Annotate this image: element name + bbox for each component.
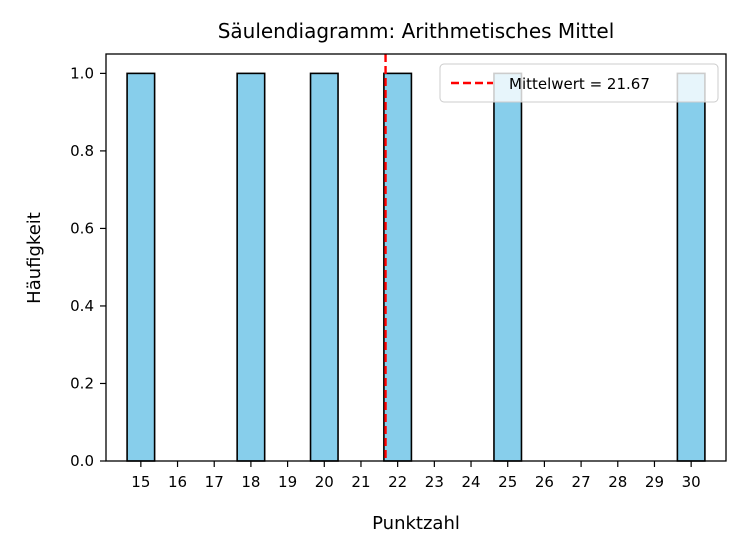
x-axis-title: Punktzahl [372, 513, 460, 534]
x-tick-label-15: 15 [131, 473, 150, 491]
legend: Mittelwert = 21.67 [439, 63, 719, 103]
bars-layer [126, 72, 706, 462]
x-tick-label-30: 30 [682, 473, 701, 491]
x-tick-label-29: 29 [645, 473, 664, 491]
plot-area-frame [105, 53, 727, 462]
x-tick-label-24: 24 [461, 473, 480, 491]
x-tick-label-27: 27 [572, 473, 591, 491]
y-tick-label-0.8: 0.8 [70, 142, 94, 160]
x-tick-label-23: 23 [425, 473, 444, 491]
y-tick-label-0.4: 0.4 [70, 297, 94, 315]
legend-label: Mittelwert = 21.67 [509, 75, 650, 93]
bar-18 [236, 72, 266, 462]
y-tick-label-0.6: 0.6 [70, 219, 94, 237]
bar-30 [676, 72, 706, 462]
y-tick-label-0.2: 0.2 [70, 374, 94, 392]
x-tick-label-20: 20 [315, 473, 334, 491]
x-tick-label-17: 17 [205, 473, 224, 491]
bar-20 [309, 72, 339, 462]
bar-15 [126, 72, 156, 462]
x-tick-label-21: 21 [351, 473, 370, 491]
legend-box [439, 63, 719, 103]
x-tick-label-18: 18 [241, 473, 260, 491]
x-tick-label-19: 19 [278, 473, 297, 491]
bar-25 [493, 72, 523, 462]
x-axis-ticks: 15 16 17 18 19 20 21 22 23 24 25 26 27 28 29 30 [131, 461, 701, 491]
y-axis-title: Häufigkeit [24, 212, 45, 304]
x-tick-label-26: 26 [535, 473, 554, 491]
y-tick-label-0.0: 0.0 [70, 452, 94, 470]
bar-22 [383, 72, 413, 462]
x-tick-label-16: 16 [168, 473, 187, 491]
x-tick-label-22: 22 [388, 473, 407, 491]
y-tick-label-1.0: 1.0 [70, 64, 94, 82]
y-axis-ticks: 0.0 0.2 0.4 0.6 0.8 1.0 [70, 64, 106, 470]
x-tick-label-25: 25 [498, 473, 517, 491]
x-tick-label-28: 28 [608, 473, 627, 491]
chart-title: Säulendiagramm: Arithmetisches Mittel [218, 19, 615, 43]
